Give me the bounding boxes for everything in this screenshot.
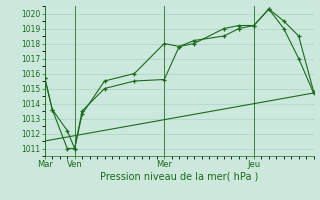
X-axis label: Pression niveau de la mer( hPa ): Pression niveau de la mer( hPa )	[100, 172, 258, 182]
